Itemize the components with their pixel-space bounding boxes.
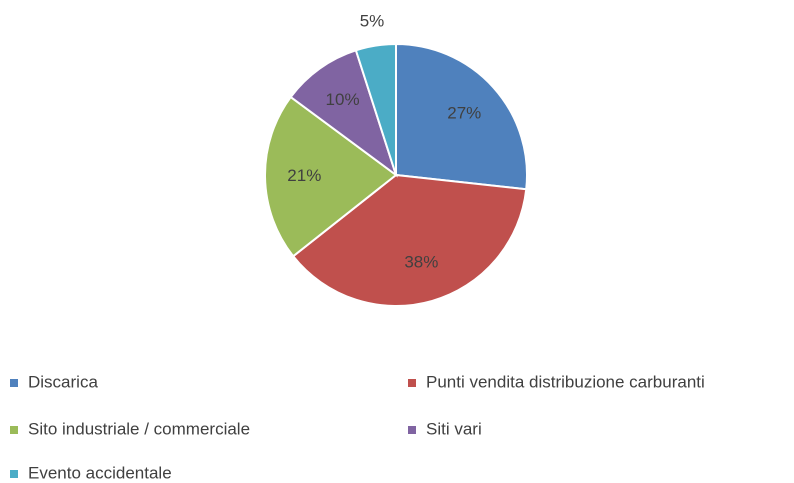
- legend-label: Discarica: [28, 372, 98, 391]
- pie-slice: [291, 173, 528, 307]
- legend-label: Siti vari: [426, 419, 482, 438]
- pie-slice: [354, 42, 397, 176]
- legend-swatch: [408, 379, 416, 387]
- data-label: 38%: [404, 253, 438, 272]
- data-label: 10%: [326, 90, 360, 109]
- legend-swatch: [10, 470, 18, 478]
- pie-slice: [289, 49, 398, 178]
- data-label: 27%: [447, 103, 481, 122]
- data-label: 5%: [360, 11, 385, 30]
- pie-slice: [395, 42, 528, 191]
- legend-swatch: [10, 426, 18, 434]
- legend-swatch: [408, 426, 416, 434]
- legend-swatch: [10, 379, 18, 387]
- data-label: 21%: [287, 166, 321, 185]
- pie-slice: [264, 95, 398, 258]
- legend-label: Evento accidentale: [28, 463, 172, 482]
- legend-label: Punti vendita distribuzione carburanti: [426, 372, 705, 391]
- legend-label: Sito industriale / commerciale: [28, 419, 250, 438]
